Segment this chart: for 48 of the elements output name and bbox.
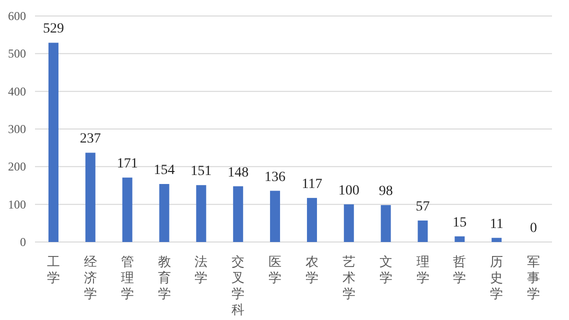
x-tick-label: 艺术学 xyxy=(342,254,356,301)
bar xyxy=(306,198,317,242)
bar xyxy=(196,185,206,242)
y-tick-label: 500 xyxy=(8,46,26,61)
bar xyxy=(233,186,244,242)
data-label: 529 xyxy=(42,22,64,37)
data-label: 148 xyxy=(228,165,249,180)
bar xyxy=(380,205,391,242)
x-tick-label: 文学 xyxy=(379,254,392,285)
x-tick-label: 交叉学科 xyxy=(232,254,245,317)
x-tick-label: 经济学 xyxy=(84,254,97,301)
bar xyxy=(159,184,170,242)
data-label: 11 xyxy=(490,216,504,232)
data-label: 151 xyxy=(190,164,212,180)
data-label: 117 xyxy=(302,176,322,192)
x-tick-label: 理学 xyxy=(416,254,430,285)
bar xyxy=(418,220,428,242)
x-tick-label: 哲学 xyxy=(453,254,466,285)
data-label: 136 xyxy=(264,170,286,185)
bar xyxy=(270,190,280,242)
bar xyxy=(122,178,132,242)
y-tick-label: 0 xyxy=(20,235,26,249)
y-tick-label: 100 xyxy=(8,197,26,212)
bar xyxy=(48,42,58,242)
data-label: 98 xyxy=(378,184,393,200)
x-tick-label: 教育学 xyxy=(158,254,171,301)
y-tick-label: 300 xyxy=(8,122,26,136)
data-label: 237 xyxy=(80,132,101,147)
data-label: 171 xyxy=(116,156,138,172)
y-tick-label: 400 xyxy=(8,84,26,98)
x-tick-label: 历史学 xyxy=(490,254,504,301)
y-tick-label: 600 xyxy=(8,9,26,23)
x-tick-label: 农学 xyxy=(305,254,318,285)
bar xyxy=(454,236,465,242)
data-label: 100 xyxy=(338,183,360,198)
bar xyxy=(344,204,354,242)
data-label: 57 xyxy=(416,200,430,215)
x-tick-label: 军事学 xyxy=(527,254,540,301)
y-tick-label: 200 xyxy=(8,160,26,174)
x-tick-label: 管理学 xyxy=(120,254,134,301)
x-tick-label: 工学 xyxy=(46,254,60,285)
bar xyxy=(492,238,502,242)
data-label: 154 xyxy=(154,162,175,178)
x-tick-label: 医学 xyxy=(268,254,282,285)
data-label: 15 xyxy=(452,215,467,230)
x-tick-label: 法学 xyxy=(194,254,208,285)
data-label: 0 xyxy=(530,221,538,236)
bar xyxy=(85,152,96,242)
